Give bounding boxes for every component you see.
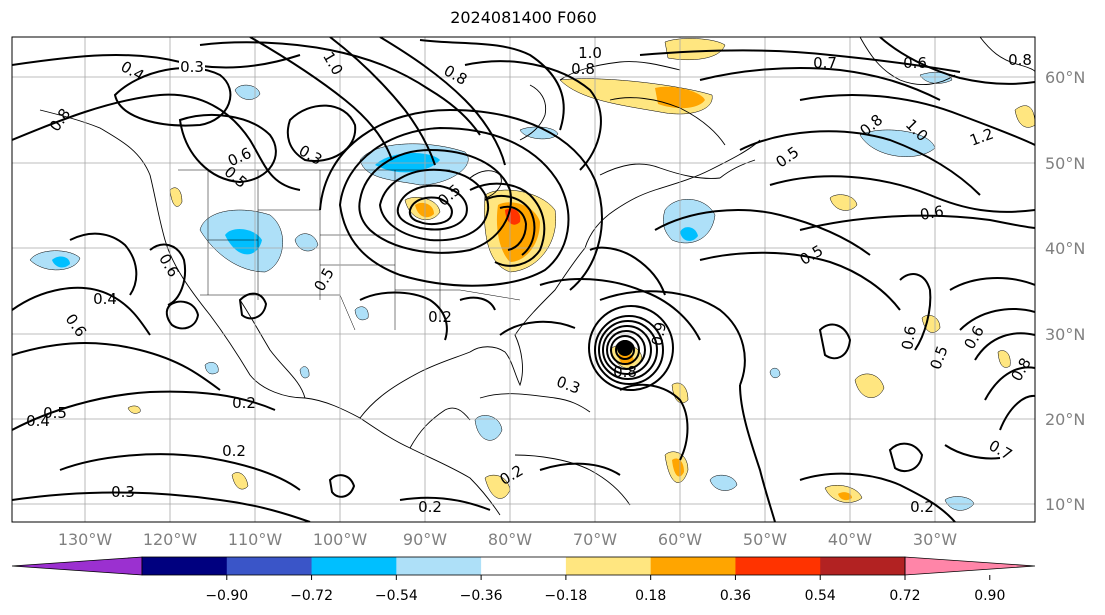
colorbar-segment: [735, 557, 821, 575]
contour-label: 0.9: [648, 321, 670, 348]
graticule: [12, 37, 1035, 522]
lon-label: 60°W: [658, 530, 702, 549]
colorbar-extend-low: [11, 556, 143, 576]
colorbar-outline: [141, 556, 906, 576]
contour-label: 0.2: [222, 442, 246, 460]
contour-label: 0.2: [418, 498, 442, 516]
hurricane-contours: [588, 305, 674, 391]
contour-label: 0.7: [813, 54, 837, 72]
contour-lines: [12, 37, 1035, 522]
colorbar-tick-label: −0.18: [544, 588, 587, 604]
lat-label: 20°N: [1045, 410, 1085, 429]
lon-label: 130°W: [58, 530, 113, 549]
latitude-axis: 60°N 50°N 40°N 30°N 20°N 10°N: [1045, 68, 1085, 514]
colorbar-segment: [820, 557, 906, 575]
contour-label: 0.6: [919, 202, 946, 224]
lat-label: 50°N: [1045, 154, 1085, 173]
colorbar-tick-label: 0.54: [805, 588, 836, 604]
map-panel: 0.3 0.4 0.8 1.0 0.8 1.0 0.8 0.7 0.6 0.8 …: [11, 36, 1036, 523]
lat-label: 10°N: [1045, 495, 1085, 514]
colorbar-tick-label: −0.36: [460, 588, 503, 604]
colorbar-segment: [226, 557, 313, 575]
contour-label: 0.3: [180, 58, 204, 76]
contour-label: 0.2: [232, 394, 256, 412]
colorbar-tick-label: 0.18: [635, 588, 666, 604]
colorbar-segment: [565, 557, 652, 575]
lat-label: 60°N: [1045, 68, 1085, 87]
lat-label: 40°N: [1045, 239, 1085, 258]
colorbar-tick-label: −0.90: [205, 588, 248, 604]
contour-label: 0.3: [111, 483, 135, 501]
contour-label: 0.6: [903, 54, 927, 72]
colorbar-tick-label: 0.72: [889, 588, 920, 604]
shaded-fields: [29, 38, 1035, 511]
contour-label: 0.4: [26, 412, 50, 430]
lon-label: 80°W: [488, 530, 532, 549]
lon-label: 50°W: [743, 530, 787, 549]
lon-label: 40°W: [828, 530, 872, 549]
contour-label: 1.0: [578, 44, 602, 62]
colorbar-segment: [142, 557, 228, 575]
colorbar-tick-label: −0.72: [290, 588, 333, 604]
colorbar-tick-label: 0.90: [974, 588, 1005, 604]
lon-label: 90°W: [403, 530, 447, 549]
coastlines: [39, 37, 1035, 516]
lon-label: 100°W: [313, 530, 368, 549]
colorbar-segment: [481, 557, 567, 575]
lat-label: 30°N: [1045, 325, 1085, 344]
colorbar-segment: [396, 557, 482, 575]
colorbar-tick-label: −0.54: [375, 588, 418, 604]
contour-label: 0.2: [428, 308, 452, 326]
longitude-axis: 130°W 120°W 110°W 100°W 90°W 80°W 70°W 6…: [58, 530, 957, 549]
contour-label: 0.4: [93, 290, 117, 308]
lon-label: 30°W: [913, 530, 957, 549]
colorbar-segment: [311, 557, 397, 575]
lon-label: 70°W: [573, 530, 617, 549]
contour-label: 0.8: [1008, 51, 1032, 69]
colorbar-segment: [650, 557, 736, 575]
state-borders: [178, 169, 521, 331]
colorbar-tick-label: 0.36: [720, 588, 751, 604]
colorbar-extend-high: [904, 556, 1036, 576]
colorbar: −0.90 −0.72 −0.54 −0.36 −0.18 0.18 0.36 0.54 0.7…: [11, 556, 1036, 604]
lon-label: 110°W: [228, 530, 283, 549]
lon-label: 120°W: [143, 530, 198, 549]
contour-label: 0.6: [898, 325, 920, 352]
contour-label: 0.8: [571, 60, 595, 78]
contour-label: 0.2: [910, 498, 934, 516]
contour-label: 0.8: [613, 363, 637, 381]
hurricane-center: [617, 340, 633, 356]
contour-label: 0.5: [43, 404, 67, 422]
map-title: 2024081400 F060: [450, 8, 597, 27]
